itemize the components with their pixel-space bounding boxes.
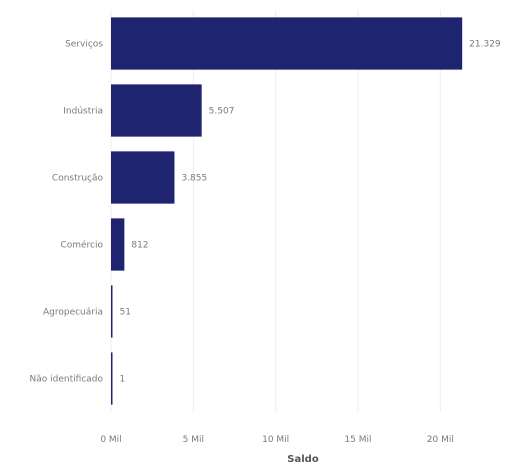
x-tick-label: 0 Mil [100,435,121,445]
bar[interactable] [111,285,113,338]
bar[interactable] [111,17,463,70]
x-tick-label: 15 Mil [344,435,371,445]
category-label: Comércio [60,240,103,251]
bar[interactable] [111,151,175,204]
data-labels: 21.329 5.507 3.855 812 51 1 [120,40,501,385]
data-label: 5.507 [209,107,235,117]
category-label: Construção [52,174,104,184]
bar[interactable] [111,352,113,405]
category-label: Serviços [65,40,103,50]
data-label: 3.855 [181,174,207,184]
data-label: 1 [120,375,126,385]
x-tick-label: 10 Mil [262,435,289,445]
category-labels: Serviços Indústria Construção Comércio Agrop… [30,40,104,385]
category-label: Indústria [63,107,103,117]
x-tick-label: 5 Mil [183,435,204,445]
bars [111,17,463,405]
gridlines [110,10,441,412]
x-axis-title: Saldo [287,454,319,464]
data-label: 21.329 [469,40,501,50]
category-label: Agropecuária [43,308,103,318]
bar[interactable] [111,218,125,271]
x-axis-ticks: 0 Mil 5 Mil 10 Mil 15 Mil 20 Mil [100,435,454,445]
bar[interactable] [111,84,202,137]
data-label: 51 [120,308,131,318]
category-label: Não identificado [30,375,104,385]
data-label: 812 [131,241,148,251]
x-tick-label: 20 Mil [427,435,454,445]
